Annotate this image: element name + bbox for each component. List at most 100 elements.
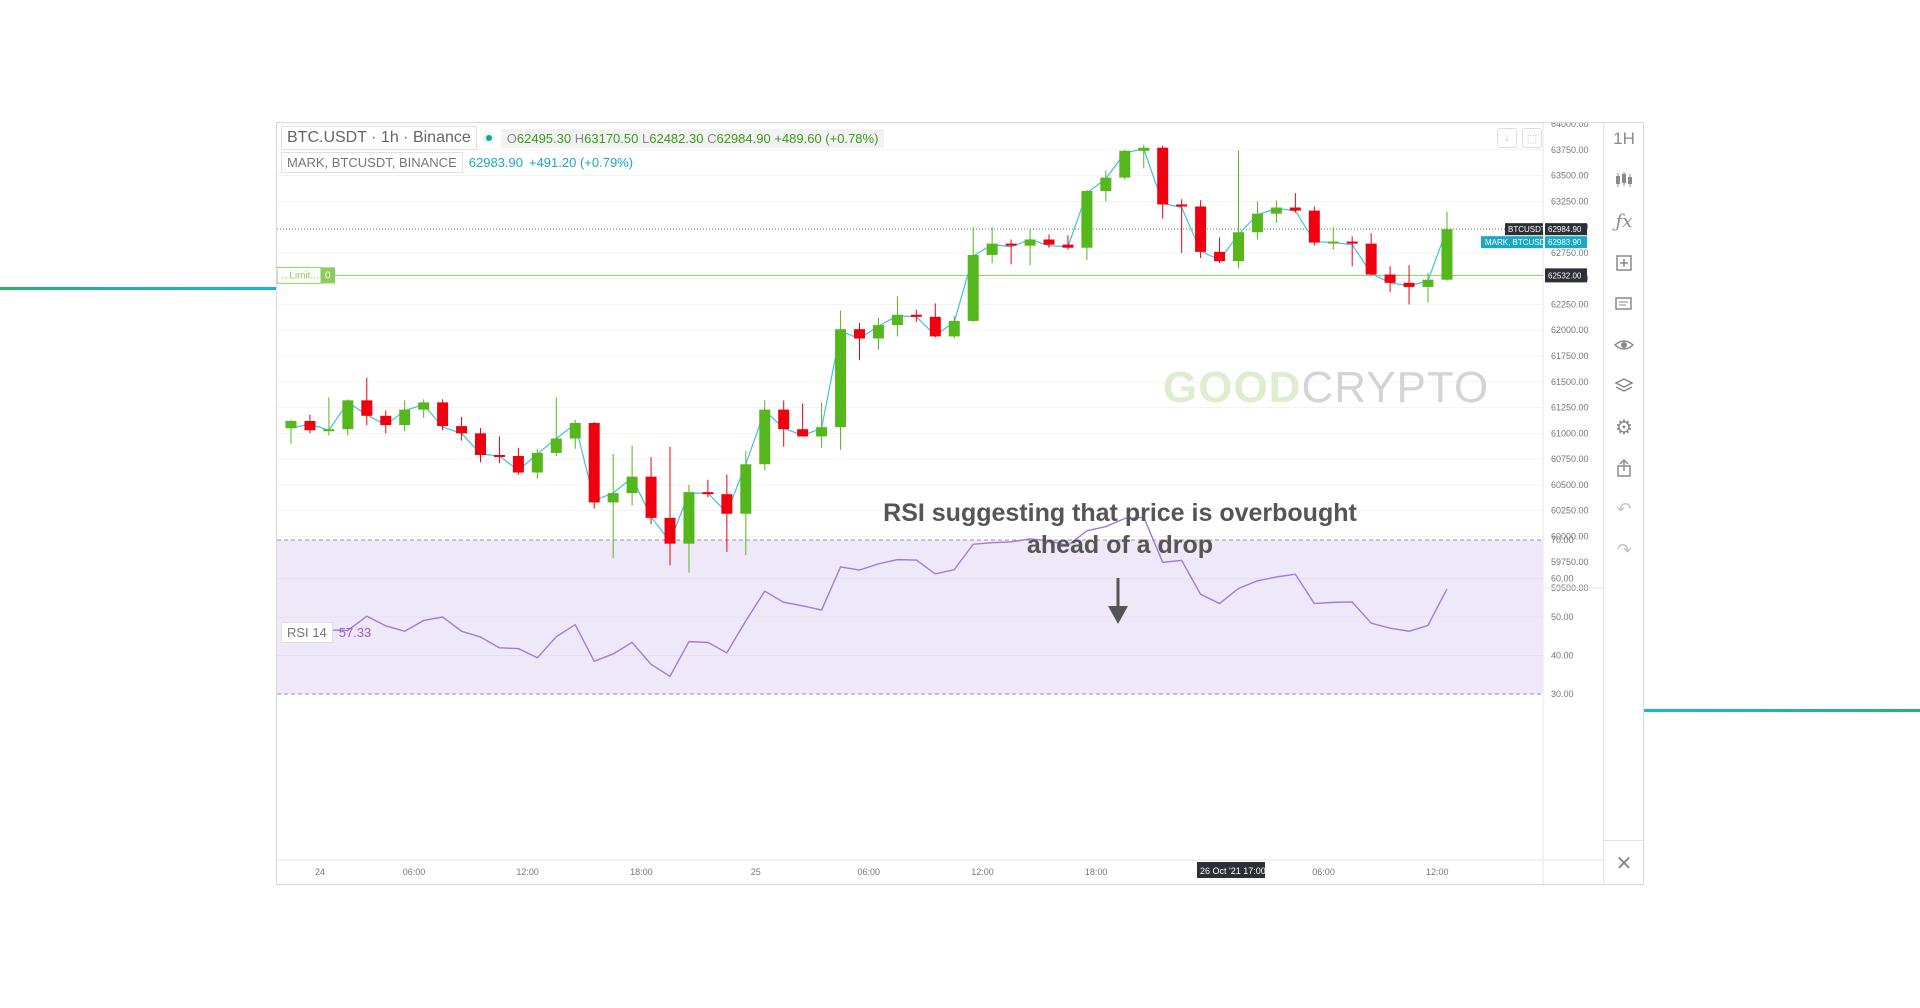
candle-body[interactable]: [323, 429, 335, 432]
mark-legend: MARK, BTCUSDT, BINANCE 62983.90 +491.20 …: [281, 152, 633, 173]
candle-body[interactable]: [1043, 239, 1055, 245]
candle-body[interactable]: [816, 427, 828, 437]
y-tick-label: 60500.00: [1551, 480, 1589, 490]
candle-body[interactable]: [531, 452, 543, 473]
candle-body[interactable]: [797, 429, 809, 437]
mark-tag-value-box: [1545, 236, 1587, 249]
candle-body[interactable]: [967, 254, 979, 321]
candle-body[interactable]: [1441, 229, 1453, 280]
candle-body[interactable]: [1214, 251, 1226, 262]
candle-body[interactable]: [778, 409, 790, 430]
rsi-tick-label: 60.00: [1551, 574, 1574, 584]
candle-body[interactable]: [626, 476, 638, 494]
candle-body[interactable]: [1062, 244, 1074, 248]
share-icon[interactable]: [1604, 453, 1644, 483]
ohlc-change: +489.60 (+0.78%): [774, 130, 879, 146]
ohlc-open-key: O: [506, 130, 517, 146]
mark-label[interactable]: MARK, BTCUSDT, BINANCE: [281, 152, 463, 173]
candle-body[interactable]: [1176, 204, 1188, 207]
candle-body[interactable]: [285, 420, 297, 429]
candle-body[interactable]: [342, 400, 354, 430]
candle-body[interactable]: [683, 492, 695, 544]
candle-body[interactable]: [304, 420, 316, 431]
candle-body[interactable]: [1384, 274, 1396, 283]
candle-body[interactable]: [1422, 279, 1434, 287]
y-tick-label: 61500.00: [1551, 377, 1589, 387]
candle-body[interactable]: [986, 243, 998, 255]
chart-frame: 64000.0063750.0063500.0063250.0063000.00…: [276, 122, 1644, 886]
candle-body[interactable]: [645, 476, 657, 518]
candle-body[interactable]: [929, 316, 941, 337]
candle-body[interactable]: [1403, 282, 1415, 287]
candle-body[interactable]: [1233, 232, 1244, 262]
candle-body[interactable]: [1308, 210, 1320, 243]
candle-body[interactable]: [891, 314, 903, 326]
candle-body[interactable]: [588, 423, 600, 503]
candle-body[interactable]: [1346, 241, 1358, 244]
close-icon[interactable]: ✕: [1615, 852, 1633, 875]
candle-body[interactable]: [1157, 147, 1169, 205]
candle-body[interactable]: [1119, 150, 1131, 178]
crosshair-icon[interactable]: [1604, 248, 1644, 278]
chat-icon[interactable]: [1604, 289, 1644, 319]
symbol-name[interactable]: BTC.USDT · 1h · Binance: [281, 126, 477, 150]
download-icon[interactable]: ↓: [1497, 128, 1517, 148]
candle-body[interactable]: [854, 329, 865, 339]
candle-body[interactable]: [456, 426, 468, 434]
candle-body[interactable]: [1024, 239, 1036, 246]
candle-body[interactable]: [550, 438, 562, 453]
y-tick-label: 61750.00: [1551, 351, 1589, 361]
candle-body[interactable]: [1081, 191, 1093, 248]
y-tick-label: 64000.00: [1551, 123, 1589, 129]
candle-body[interactable]: [569, 423, 581, 439]
candle-body[interactable]: [1005, 243, 1017, 246]
layers-icon[interactable]: [1604, 371, 1644, 401]
candle-body[interactable]: [1195, 206, 1207, 252]
candle-body[interactable]: [759, 409, 771, 465]
x-tick-label: 18:00: [630, 867, 653, 877]
candle-body[interactable]: [702, 492, 714, 495]
eye-icon[interactable]: [1604, 330, 1644, 360]
candle-body[interactable]: [493, 454, 505, 457]
mark-value: 62983.90: [468, 155, 523, 170]
candle-body[interactable]: [437, 402, 449, 427]
order-qty-box[interactable]: [321, 267, 335, 284]
candle-body[interactable]: [512, 456, 524, 473]
candles-icon[interactable]: [1604, 165, 1644, 195]
fullscreen-icon[interactable]: ⬚: [1522, 128, 1542, 148]
candle-body[interactable]: [399, 409, 411, 426]
candle-body[interactable]: [910, 314, 922, 317]
candle-body[interactable]: [361, 400, 373, 416]
chart-canvas[interactable]: 64000.0063750.0063500.0063250.0063000.00…: [277, 123, 1605, 886]
candle-body[interactable]: [418, 402, 430, 410]
candle-body[interactable]: [1270, 207, 1282, 214]
candle-body[interactable]: [721, 494, 733, 514]
candle-body[interactable]: [1251, 213, 1263, 233]
candle-body[interactable]: [607, 493, 619, 503]
redo-icon[interactable]: ↷: [1616, 539, 1632, 560]
candle-body[interactable]: [872, 325, 884, 339]
candle-body[interactable]: [835, 329, 847, 428]
candle-body[interactable]: [1327, 241, 1339, 244]
candle-body[interactable]: [380, 415, 392, 426]
fx-icon[interactable]: ƒx: [1615, 210, 1633, 232]
candle-body[interactable]: [664, 517, 676, 544]
x-tick-label: 18:00: [1085, 867, 1108, 877]
candle-body[interactable]: [740, 464, 752, 514]
undo-icon[interactable]: ↶: [1616, 498, 1632, 519]
candle-body[interactable]: [948, 320, 960, 337]
order-price-tag-box: [1545, 268, 1587, 283]
candle-body[interactable]: [1365, 243, 1377, 275]
rsi-label[interactable]: RSI 14: [281, 622, 333, 643]
gear-icon[interactable]: ⚙: [1615, 416, 1633, 439]
price-tag-symbol-box: [1505, 223, 1543, 236]
order-limit-label: ...Limit...: [281, 270, 319, 281]
candle-body[interactable]: [1138, 147, 1150, 151]
interval-button[interactable]: 1H: [1613, 129, 1635, 148]
ohlc-low-key: L: [642, 130, 650, 146]
ohlc-close-key: C: [707, 130, 717, 146]
ohlc-high: 63170.50: [584, 130, 639, 146]
candle-body[interactable]: [1289, 207, 1301, 211]
candle-body[interactable]: [1100, 177, 1112, 192]
candle-body[interactable]: [475, 433, 486, 455]
